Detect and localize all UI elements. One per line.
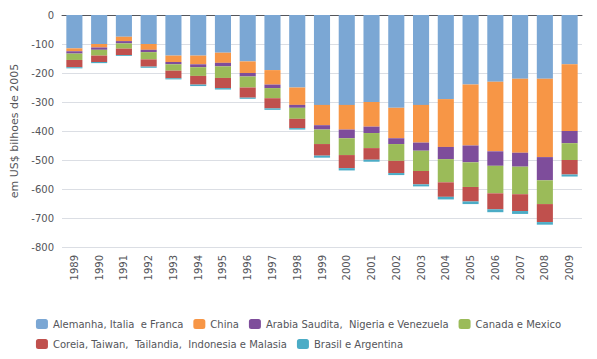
svg-text:Coreia, Taiwan, Tailandia, I: Coreia, Taiwan, Tailandia, Indonesia e M… bbox=[53, 339, 287, 350]
svg-text:2002: 2002 bbox=[391, 255, 402, 280]
svg-text:-400: -400 bbox=[31, 126, 54, 137]
svg-text:1990: 1990 bbox=[94, 255, 105, 280]
svg-text:2005: 2005 bbox=[465, 255, 476, 280]
svg-text:1991: 1991 bbox=[118, 255, 129, 280]
svg-text:2008: 2008 bbox=[539, 255, 550, 280]
svg-text:-800: -800 bbox=[31, 242, 54, 253]
svg-text:1996: 1996 bbox=[242, 255, 253, 280]
svg-text:2004: 2004 bbox=[440, 255, 451, 280]
svg-text:2000: 2000 bbox=[341, 255, 352, 280]
svg-text:2009: 2009 bbox=[564, 255, 575, 280]
svg-text:1995: 1995 bbox=[217, 255, 228, 280]
svg-text:Brasil e Argentina: Brasil e Argentina bbox=[314, 339, 403, 350]
svg-text:China: China bbox=[210, 319, 239, 330]
svg-text:-200: -200 bbox=[31, 68, 54, 79]
svg-text:1999: 1999 bbox=[317, 255, 328, 280]
svg-text:Canada e Mexico: Canada e Mexico bbox=[476, 319, 561, 330]
svg-text:2003: 2003 bbox=[416, 255, 427, 280]
svg-text:Alemanha, Italia e Franca: Alemanha, Italia e Franca bbox=[53, 319, 183, 330]
svg-text:-300: -300 bbox=[31, 97, 54, 108]
svg-text:2007: 2007 bbox=[515, 255, 526, 280]
svg-text:1994: 1994 bbox=[193, 255, 204, 280]
svg-text:1989: 1989 bbox=[69, 255, 80, 280]
svg-text:-100: -100 bbox=[31, 39, 54, 50]
svg-text:1998: 1998 bbox=[292, 255, 303, 280]
svg-text:Arabia Saudita, Nigeria e Ven: Arabia Saudita, Nigeria e Venezuela bbox=[266, 319, 449, 330]
svg-text:em US$ bilhoes de 2005: em US$ bilhoes de 2005 bbox=[8, 64, 21, 199]
svg-text:-700: -700 bbox=[31, 213, 54, 224]
svg-text:-500: -500 bbox=[31, 155, 54, 166]
svg-text:1992: 1992 bbox=[143, 255, 154, 280]
svg-text:-600: -600 bbox=[31, 184, 54, 195]
svg-text:2001: 2001 bbox=[366, 255, 377, 280]
svg-text:1997: 1997 bbox=[267, 255, 278, 280]
svg-text:2006: 2006 bbox=[490, 255, 501, 280]
svg-text:0: 0 bbox=[48, 10, 54, 21]
svg-text:1993: 1993 bbox=[168, 255, 179, 280]
